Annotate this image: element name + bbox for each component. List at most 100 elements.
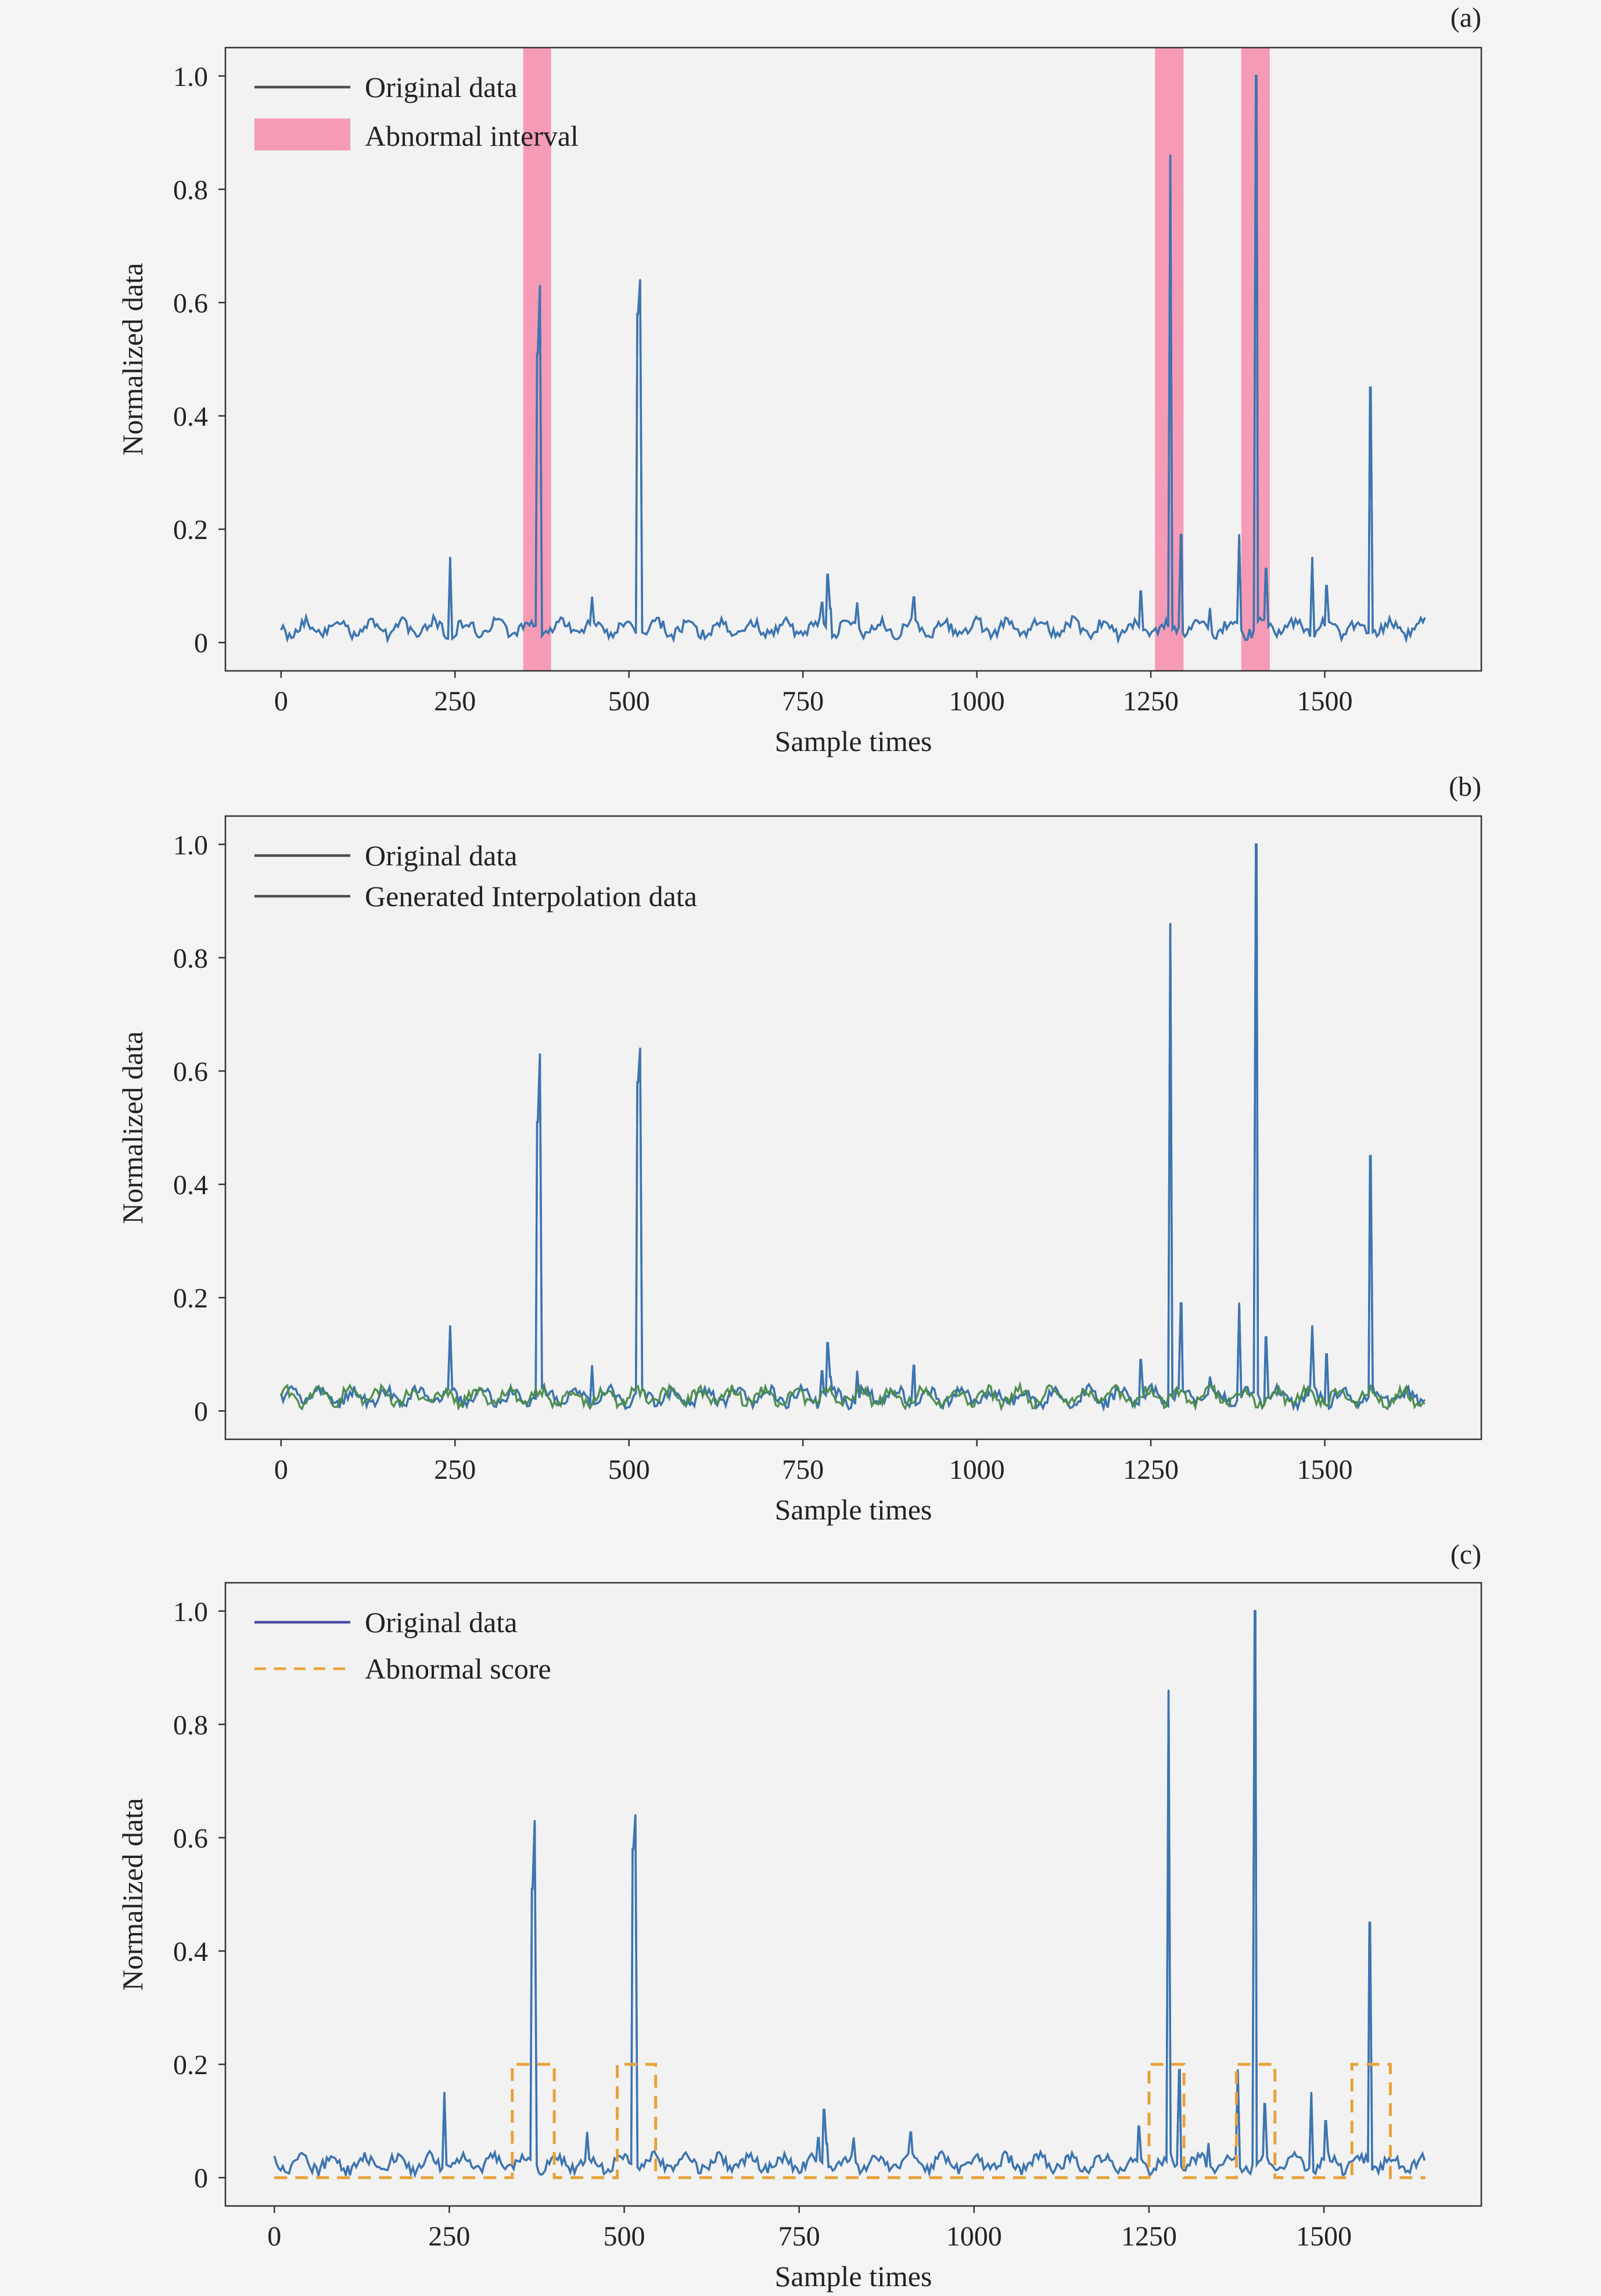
x-tick-label: 0 bbox=[274, 1454, 288, 1485]
x-tick-label: 500 bbox=[608, 686, 650, 717]
series-abnormal-score-line bbox=[274, 2063, 1426, 2179]
data-point-peak-5 bbox=[639, 279, 641, 281]
data-point-peak-3 bbox=[591, 596, 593, 598]
y-tick-label: 0.6 bbox=[173, 1057, 208, 1087]
data-point-peak-1 bbox=[536, 353, 539, 355]
frame-b bbox=[224, 815, 1482, 1440]
y-tick-label: 0 bbox=[194, 628, 208, 659]
x-tick-label: 1250 bbox=[1123, 1454, 1179, 1485]
x-tick-label: 1000 bbox=[946, 2221, 1002, 2252]
data-point-peak-3 bbox=[591, 1364, 593, 1367]
y-tick-label: 0.2 bbox=[173, 2050, 208, 2081]
y-tick-label: 0 bbox=[194, 1396, 208, 1427]
x-tick-label: 0 bbox=[274, 686, 288, 717]
data-point-peak-0 bbox=[443, 2092, 446, 2094]
x-axis-label-b: Sample times bbox=[775, 1493, 932, 1526]
data-point-peak-17 bbox=[1265, 567, 1267, 570]
x-tick-label: 750 bbox=[778, 2221, 820, 2252]
data-point-peak-9 bbox=[853, 2137, 855, 2139]
x-tick-label: 500 bbox=[608, 1454, 650, 1485]
data-point-peak-14 bbox=[1209, 608, 1211, 610]
y-tick-label: 0.8 bbox=[173, 943, 208, 974]
x-tick-label: 1250 bbox=[1123, 686, 1179, 717]
data-point-peak-15 bbox=[1238, 1302, 1240, 1305]
data-point-peak-15 bbox=[1237, 2069, 1239, 2071]
y-tick-label: 0.4 bbox=[173, 401, 208, 432]
y-tick-label: 0.6 bbox=[173, 1823, 208, 1854]
legend-symbol-abnormal-interval-a bbox=[254, 118, 350, 150]
data-point-peak-14 bbox=[1207, 2143, 1209, 2145]
y-axis-label-c: Normalized data bbox=[116, 1798, 149, 1991]
data-point-peak-0 bbox=[449, 1325, 451, 1327]
x-tick-label: 1500 bbox=[1297, 1454, 1352, 1485]
data-point-peak-13 bbox=[1180, 1302, 1183, 1305]
data-point-peak-1 bbox=[536, 1121, 539, 1123]
frame-c bbox=[224, 1582, 1482, 2207]
panel-label-b: (b) bbox=[1449, 771, 1481, 802]
data-point-peak-5 bbox=[639, 1047, 641, 1050]
data-point-peak-8 bbox=[826, 2143, 828, 2145]
legend-a: Original data Abnormal interval bbox=[254, 71, 579, 152]
data-point-peak-7 bbox=[823, 2108, 825, 2111]
data-point-peak-11 bbox=[1139, 590, 1141, 592]
data-point-peak-20 bbox=[1368, 1921, 1370, 1924]
data-point-peak-17 bbox=[1265, 1336, 1267, 1338]
data-point-peak-6 bbox=[821, 602, 824, 604]
y-tick-label: 0.2 bbox=[173, 515, 208, 545]
data-point-peak-3 bbox=[586, 2131, 588, 2133]
legend-b: Original data Generated Interpolation da… bbox=[254, 839, 697, 912]
data-point-peak-2 bbox=[533, 1820, 536, 1822]
x-tick-label: 1500 bbox=[1296, 2221, 1352, 2252]
data-point-peak-4 bbox=[636, 1081, 638, 1083]
data-point-peak-14 bbox=[1209, 1376, 1211, 1378]
data-point-peak-13 bbox=[1179, 2069, 1181, 2071]
data-point-peak-20 bbox=[1369, 386, 1371, 389]
legend-label-original-c: Original data bbox=[365, 1606, 517, 1639]
x-tick-label: 500 bbox=[604, 2221, 645, 2252]
data-point-peak-5 bbox=[634, 1814, 637, 1816]
data-point-peak-4 bbox=[636, 312, 638, 315]
series-original-data bbox=[280, 75, 1426, 645]
series-generated-interpolation-data bbox=[280, 1381, 1426, 1412]
legend-label-abnormal-score-c: Abnormal score bbox=[365, 1652, 551, 1685]
data-point-peak-17 bbox=[1263, 2103, 1266, 2105]
data-point-peak-19 bbox=[1324, 2120, 1326, 2122]
x-tick-label: 750 bbox=[782, 686, 824, 717]
legend-c: Original data Abnormal score bbox=[254, 1606, 551, 1685]
data-point-peak-10 bbox=[913, 596, 916, 598]
data-point-peak-16 bbox=[1255, 75, 1258, 77]
data-point-peak-9 bbox=[856, 1370, 859, 1372]
panel-b: (b) 0 0.2 0.4 0.6 0.8 1.0 0 250 500 750 1000 1250 1… bbox=[116, 771, 1482, 1526]
x-tick-label: 750 bbox=[782, 1454, 824, 1485]
frame-a bbox=[224, 46, 1482, 672]
legend-label-abnormal-interval-a: Abnormal interval bbox=[365, 120, 579, 152]
legend-label-interpolation-b: Generated Interpolation data bbox=[365, 880, 697, 912]
x-tick-label: 1500 bbox=[1297, 686, 1352, 717]
data-point-peak-13 bbox=[1180, 534, 1183, 536]
panel-label-c: (c) bbox=[1451, 1539, 1481, 1570]
data-point-peak-6 bbox=[817, 2137, 820, 2139]
data-point-peak-0 bbox=[449, 556, 451, 559]
data-point-peak-10 bbox=[910, 2131, 912, 2133]
data-point-peak-4 bbox=[631, 1848, 634, 1850]
y-tick-label: 0.2 bbox=[173, 1283, 208, 1314]
x-axis-label-a: Sample times bbox=[775, 725, 932, 757]
plot-area-b bbox=[225, 816, 1481, 1439]
data-point-peak-12 bbox=[1169, 154, 1172, 156]
data-point-peak-11 bbox=[1139, 1359, 1141, 1361]
x-tick-label: 1000 bbox=[949, 686, 1005, 717]
data-point-peak-19 bbox=[1325, 1353, 1327, 1356]
data-point-peak-7 bbox=[826, 573, 828, 576]
x-tick-label: 1000 bbox=[949, 1454, 1005, 1485]
data-point-peak-2 bbox=[539, 285, 541, 287]
legend-label-original-a: Original data bbox=[365, 71, 517, 103]
y-axis-label-b: Normalized data bbox=[116, 1032, 149, 1224]
data-point-peak-11 bbox=[1137, 2125, 1140, 2128]
y-tick-label: 0.8 bbox=[173, 1710, 208, 1741]
data-point-peak-15 bbox=[1238, 534, 1240, 536]
y-tick-label: 0.4 bbox=[173, 1170, 208, 1201]
data-point-peak-6 bbox=[821, 1370, 824, 1372]
y-tick-label: 1.0 bbox=[173, 830, 208, 861]
legend-label-original-b: Original data bbox=[365, 839, 517, 872]
